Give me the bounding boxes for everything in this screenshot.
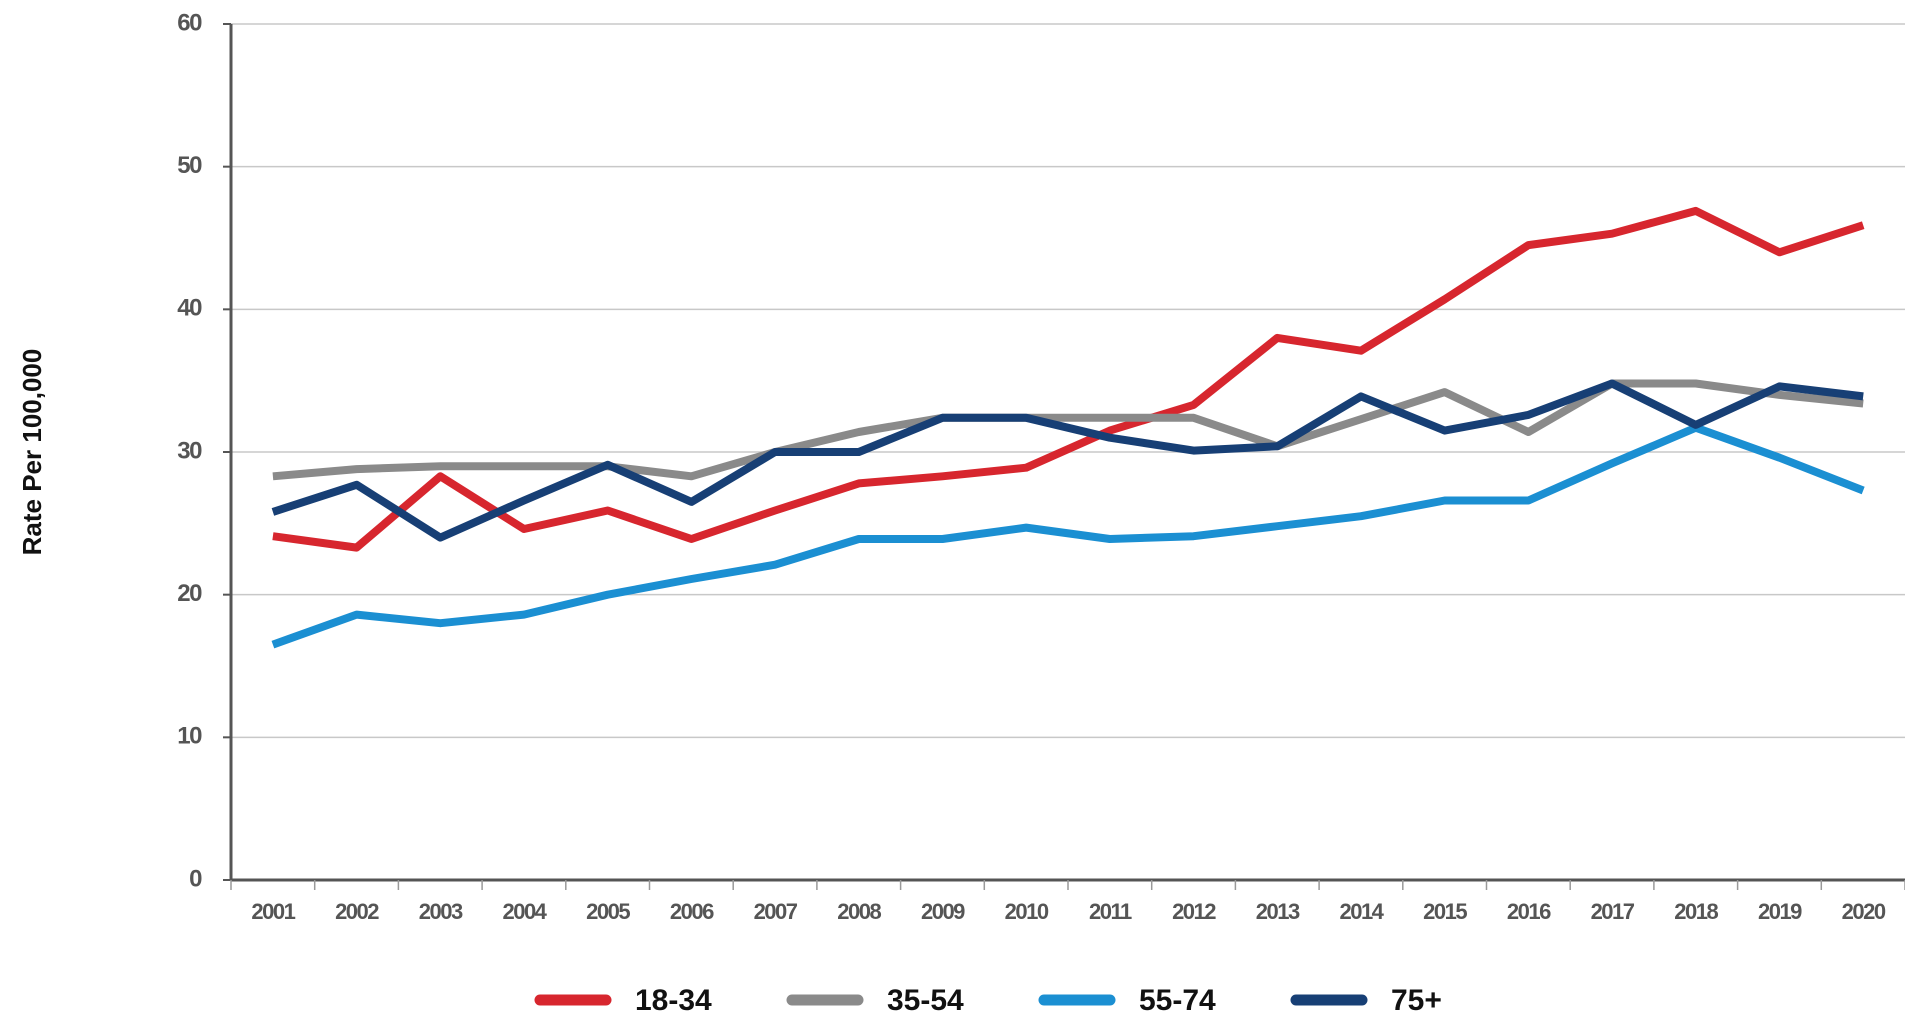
x-tick-label: 2014 (1339, 899, 1384, 924)
legend-label: 35-54 (887, 984, 964, 1017)
x-tick-label: 2019 (1758, 899, 1802, 924)
x-tick-label: 2007 (754, 899, 798, 924)
x-tick-label: 2009 (921, 899, 965, 924)
series-line (272, 206, 1865, 552)
x-tick-label: 2015 (1423, 899, 1467, 924)
x-tick-label: 2002 (335, 899, 379, 924)
x-tick-label: 2001 (251, 899, 295, 924)
x-tick-label: 2011 (1089, 899, 1132, 924)
y-tick-label: 30 (177, 437, 202, 464)
y-tick-label: 10 (177, 723, 202, 750)
series-line (271, 379, 1864, 542)
y-axis-title: Rate Per 100,000 (17, 349, 47, 556)
x-tick-label: 2005 (586, 899, 630, 924)
y-tick-label: 40 (177, 295, 202, 322)
x-tick-label: 2003 (419, 899, 463, 924)
x-tick-label: 2004 (502, 899, 547, 924)
x-tick-label: 2013 (1256, 899, 1300, 924)
x-tick-label: 2020 (1842, 899, 1886, 924)
x-tick-label: 2006 (670, 899, 714, 924)
y-tick-label: 60 (177, 9, 202, 36)
y-tick-label: 20 (177, 580, 202, 607)
x-tick-label: 2008 (837, 899, 881, 924)
x-tick-label: 2018 (1674, 899, 1718, 924)
x-tick-label: 2016 (1507, 899, 1551, 924)
legend-label: 18-34 (635, 984, 712, 1017)
series-line (271, 423, 1865, 649)
y-tick-label: 0 (189, 865, 202, 892)
legend-label: 75+ (1391, 984, 1442, 1017)
x-tick-label: 2010 (1005, 899, 1049, 924)
x-tick-label: 2012 (1172, 899, 1216, 924)
legend-label: 55-74 (1139, 984, 1216, 1017)
y-tick-label: 50 (177, 152, 202, 179)
x-tick-label: 2017 (1591, 899, 1635, 924)
